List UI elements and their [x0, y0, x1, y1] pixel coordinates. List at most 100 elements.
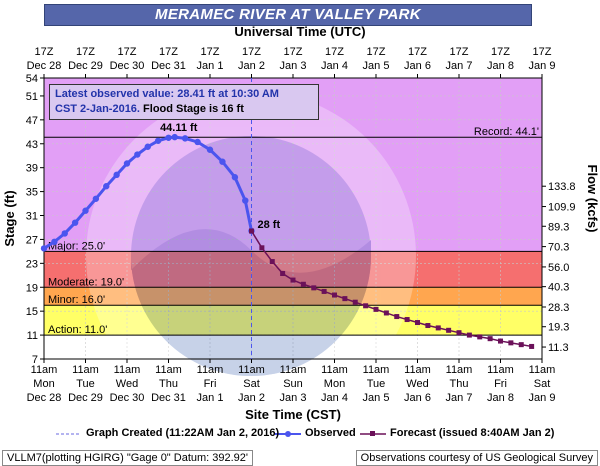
utc-tick-date: Jan 5 — [363, 60, 390, 72]
flow-tick-label: 133.8 — [548, 181, 576, 193]
utc-tick-date: Jan 6 — [404, 60, 431, 72]
forecast-point — [477, 334, 483, 340]
legend: Graph Created (11:22AM Jan 2, 2016) Obse… — [0, 426, 600, 442]
forecast-point — [466, 332, 472, 338]
cst-tick-time: 11am — [31, 364, 58, 376]
y-tick-label: 23 — [26, 258, 38, 270]
forecast-point — [487, 336, 493, 342]
forecast-point — [363, 303, 369, 309]
observed-point — [219, 158, 226, 165]
utc-tick-date: Dec 30 — [110, 60, 145, 72]
observed-point — [171, 133, 178, 141]
cst-tick-weekday: Tue — [76, 378, 95, 390]
flow-tick-label: 11.3 — [548, 342, 569, 354]
footer-credit: Observations courtesy of US Geological S… — [355, 450, 598, 466]
observed-point — [181, 135, 189, 142]
cst-tick-weekday: Thu — [450, 378, 469, 390]
cst-tick-weekday: Wed — [406, 378, 428, 390]
utc-tick-date: Jan 4 — [321, 60, 348, 72]
cst-tick-time: 11am — [114, 364, 141, 376]
utc-axis-title: Universal Time (UTC) — [234, 24, 366, 39]
cst-tick-date: Jan 5 — [363, 392, 390, 404]
info-line-2b: Flood Stage is 16 ft — [139, 103, 244, 115]
y-tick-label: 47 — [26, 115, 38, 127]
cst-tick-time: 11am — [404, 364, 431, 376]
utc-tick-date: Dec 31 — [151, 60, 186, 72]
observed-point — [165, 134, 172, 141]
observed-point — [51, 238, 58, 246]
utc-tick-time: 17Z — [118, 46, 137, 58]
cst-tick-time: 11am — [529, 364, 556, 376]
utc-tick-time: 17Z — [242, 46, 261, 58]
cst-tick-date: Jan 8 — [487, 392, 514, 404]
record-label: Record: 44.1' — [474, 126, 539, 138]
utc-tick-date: Jan 7 — [446, 60, 473, 72]
cst-tick-time: 11am — [363, 364, 390, 376]
flow-tick-label: 19.3 — [548, 322, 569, 334]
forecast-point — [352, 299, 358, 305]
y-axis-title: Stage (ft) — [2, 190, 17, 246]
observed-point — [103, 183, 110, 190]
forecast-point — [498, 338, 503, 344]
utc-tick-time: 17Z — [35, 46, 54, 58]
forecast-point — [269, 259, 275, 265]
cst-tick-time: 11am — [197, 364, 224, 376]
y-tick-label: 39 — [26, 163, 38, 175]
flow-tick-label: 40.3 — [548, 282, 569, 294]
forecast-point — [508, 340, 514, 346]
observed-point — [231, 174, 239, 181]
y-tick-label: 51 — [26, 91, 38, 103]
hydrograph-chart: Major: 25.0' Moderate: 19.0' Minor: 16.0' A… — [2, 46, 600, 422]
utc-tick-time: 17Z — [450, 46, 469, 58]
legend-forecast: Forecast (issued 8:40AM Jan 2) — [390, 427, 555, 439]
cst-tick-time: 11am — [238, 364, 265, 376]
cst-tick-date: Jan 7 — [446, 392, 473, 404]
observed-point — [92, 195, 100, 202]
observed-point — [154, 137, 162, 144]
forecast-line — [250, 230, 532, 348]
cst-tick-weekday: Sun — [283, 378, 303, 390]
flow-tick-label: 70.3 — [548, 242, 569, 254]
forecast-point — [415, 320, 420, 326]
observed-point — [113, 171, 120, 179]
observed-point — [71, 219, 79, 226]
forecast-point — [404, 317, 410, 323]
forecast-point — [342, 296, 348, 302]
forecast-point — [332, 292, 337, 298]
forecast-point — [249, 228, 254, 234]
utc-tick-time: 17Z — [408, 46, 427, 58]
cst-tick-date: Jan 6 — [404, 392, 431, 404]
utc-tick-date: Jan 9 — [529, 60, 556, 72]
y-tick-label: 7 — [32, 354, 38, 366]
forecast-point — [259, 245, 265, 251]
cst-tick-date: Dec 29 — [68, 392, 103, 404]
utc-tick-date: Jan 3 — [280, 60, 307, 72]
y-tick-label: 43 — [26, 139, 38, 151]
cst-tick-date: Dec 28 — [27, 392, 62, 404]
peak-label: 44.11 ft — [160, 122, 198, 134]
y-tick-label: 35 — [26, 187, 38, 199]
y-tick-label: 27 — [26, 234, 38, 246]
utc-tick-time: 17Z — [76, 46, 95, 58]
title-bar: MERAMEC RIVER AT VALLEY PARK — [44, 4, 532, 26]
cst-tick-weekday: Tue — [367, 378, 386, 390]
y-tick-label: 31 — [26, 211, 38, 223]
utc-tick-time: 17Z — [491, 46, 510, 58]
utc-tick-date: Dec 28 — [27, 60, 62, 72]
forecast-point — [446, 327, 452, 333]
observed-point — [61, 230, 68, 237]
flow-tick-label: 109.9 — [548, 202, 576, 214]
utc-tick-time: 17Z — [325, 46, 344, 58]
utc-tick-time: 17Z — [367, 46, 386, 58]
cst-tick-weekday: Mon — [33, 378, 54, 390]
cst-tick-time: 11am — [321, 364, 348, 376]
forecast-point — [435, 325, 441, 331]
cst-tick-date: Jan 2 — [238, 392, 265, 404]
latest-value-label: 28 ft — [258, 219, 281, 231]
forecast-point — [290, 277, 296, 283]
forecast-point — [529, 343, 535, 349]
cst-tick-date: Jan 9 — [529, 392, 556, 404]
y-tick-label: 15 — [26, 306, 38, 318]
utc-tick-time: 17Z — [533, 46, 552, 58]
utc-tick-time: 17Z — [159, 46, 178, 58]
